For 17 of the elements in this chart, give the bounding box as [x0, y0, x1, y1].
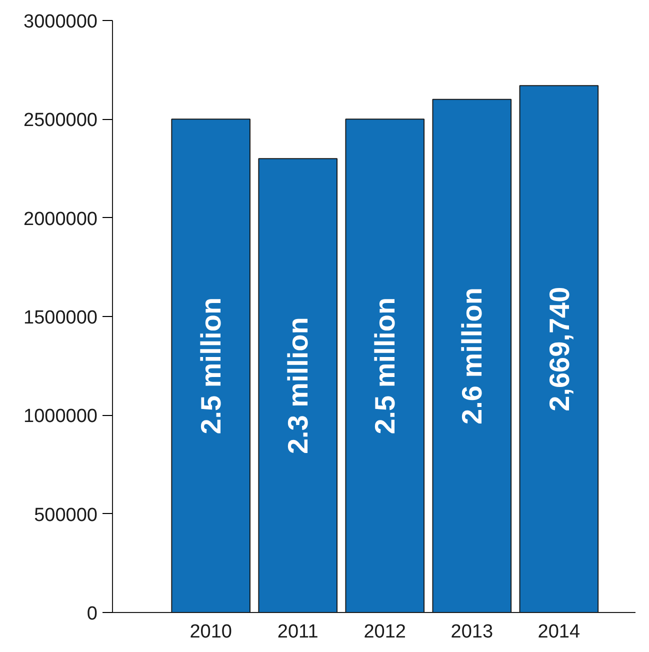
y-tick-label: 1500000	[24, 308, 98, 328]
data-label: 2.6 million	[456, 287, 488, 424]
y-tick-label: 2000000	[24, 208, 98, 230]
y-tick-label: 1000000	[24, 406, 98, 428]
y-tick-label: 500000	[34, 504, 98, 526]
data-label: 2.3 million	[282, 317, 314, 454]
data-label: 2.5 million	[195, 297, 226, 434]
data-label: 2,669,740	[544, 286, 575, 412]
y-tick-label: 2500000	[24, 110, 98, 132]
y-tick-label: 0	[86, 604, 98, 624]
x-tick-label: 2014	[538, 622, 580, 642]
data-label: 2.5 million	[369, 297, 400, 434]
y-tick-label: 3000000	[24, 12, 98, 32]
x-tick-label: 2012	[364, 622, 406, 642]
x-tick-label: 2010	[190, 622, 232, 642]
x-tick-label: 2013	[450, 622, 494, 642]
x-tick-label: 2011	[277, 622, 318, 642]
